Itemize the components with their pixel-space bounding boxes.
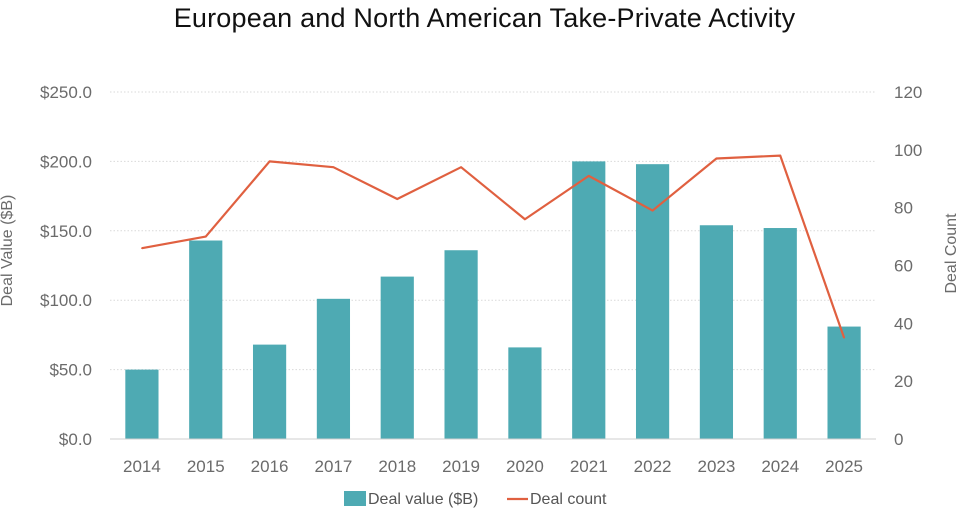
deal-count-point-2015 [204,235,207,238]
y-axis-title: Deal Value ($B) [0,195,16,307]
x-tick-label: 2021 [570,457,608,476]
y2-tick-label: 80 [894,199,913,218]
y-tick-label: $50.0 [49,361,92,380]
x-tick-label: 2016 [251,457,289,476]
y-tick-label: $150.0 [40,222,92,241]
deal-count-point-2021 [587,175,590,177]
x-tick-label: 2018 [378,457,416,476]
deal-count-point-2016 [268,160,271,163]
y-tick-label: $200.0 [40,152,92,171]
deal-count-point-2014 [141,247,143,249]
legend-label-deal-count: Deal count [530,491,607,508]
legend: Deal value ($B) Deal count [344,491,607,508]
bar-2018 [380,276,414,439]
x-tick-label: 2019 [442,457,480,476]
y2-tick-label: 120 [894,83,922,102]
x-tick-label: 2022 [634,457,672,476]
y2-tick-label: 60 [894,257,913,276]
x-tick-label: 2025 [825,457,863,476]
bar-2019 [444,250,478,439]
bar-2021 [572,161,606,439]
y2-tick-label: 0 [894,430,903,449]
x-tick-label: 2015 [187,457,225,476]
y-tick-label: $250.0 [40,83,92,102]
deal-count-point-2020 [524,218,526,221]
bar-2020 [508,347,542,439]
y2-tick-label: 20 [894,372,913,391]
bar-2016 [252,344,287,439]
y2-tick-label: 100 [894,141,922,160]
deal-count-line [141,154,846,339]
deal-count-point-2017 [332,166,335,168]
x-tick-label: 2017 [315,457,353,476]
x-tick-label: 2020 [506,457,544,476]
chart-title: European and North American Take-Private… [173,3,796,33]
bar-2025 [827,326,861,439]
x-tick-label: 2023 [698,457,736,476]
y-tick-label: $100.0 [40,291,92,310]
axes: $0.0 $50.0 $100.0 $150.0 $200.0 $250.0 0 20 40 60… [0,83,960,476]
bar-2023 [699,225,734,439]
deal-count-point-2022 [651,209,654,212]
bar-series [125,161,861,439]
bar-2024 [763,228,797,439]
deal-count-point-2023 [715,157,718,160]
deal-count-point-2018 [396,198,399,200]
line-series [141,154,846,339]
bar-2014 [125,369,159,439]
y-tick-label: $0.0 [59,430,92,449]
legend-swatch-deal-value [344,491,366,506]
deal-count-point-2024 [779,154,782,157]
legend-label-deal-value: Deal value ($B) [368,491,478,508]
y2-axis-title: Deal Count [943,213,960,294]
x-tick-label: 2024 [761,457,799,476]
gridlines [110,91,876,371]
bar-2017 [316,298,351,439]
deal-count-point-2019 [460,166,462,168]
deal-count-point-2025 [843,336,845,339]
bar-2015 [189,240,223,439]
y2-tick-label: 40 [894,314,913,333]
x-tick-label: 2014 [123,457,161,476]
